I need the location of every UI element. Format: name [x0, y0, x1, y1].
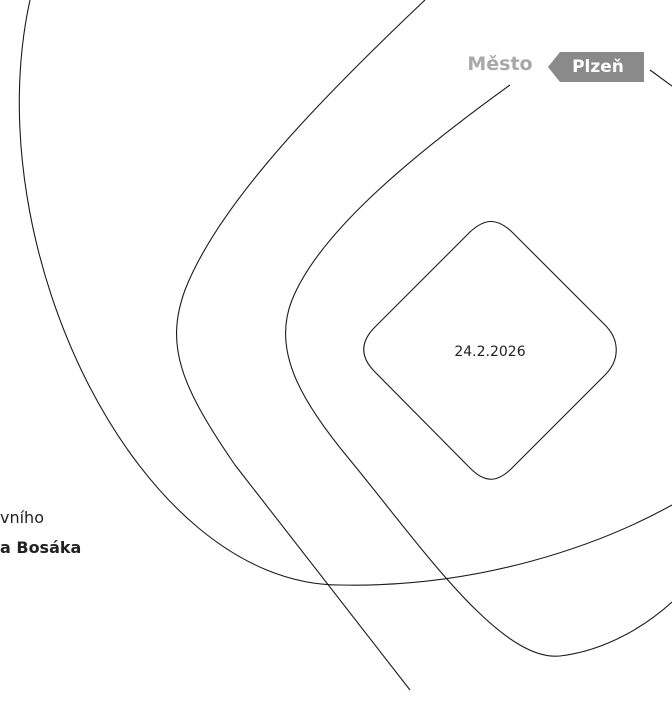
page: Město Plzeň 24.2.2026 vního a Bosáka (()…: [0, 0, 672, 704]
middle-curve: [177, 0, 425, 690]
logo-name: Plzeň: [572, 57, 624, 77]
corner-line: [650, 70, 672, 86]
text-line: a Bosáka: [0, 538, 81, 557]
logo-prefix: Město: [467, 53, 532, 75]
inner-curve: [285, 85, 672, 656]
text-line: vního: [0, 508, 44, 527]
document-cover: Město Plzeň 24.2.2026 vního a Bosáka: [0, 0, 672, 704]
date: 24.2.2026: [454, 344, 525, 360]
outer-curve: [19, 0, 672, 585]
